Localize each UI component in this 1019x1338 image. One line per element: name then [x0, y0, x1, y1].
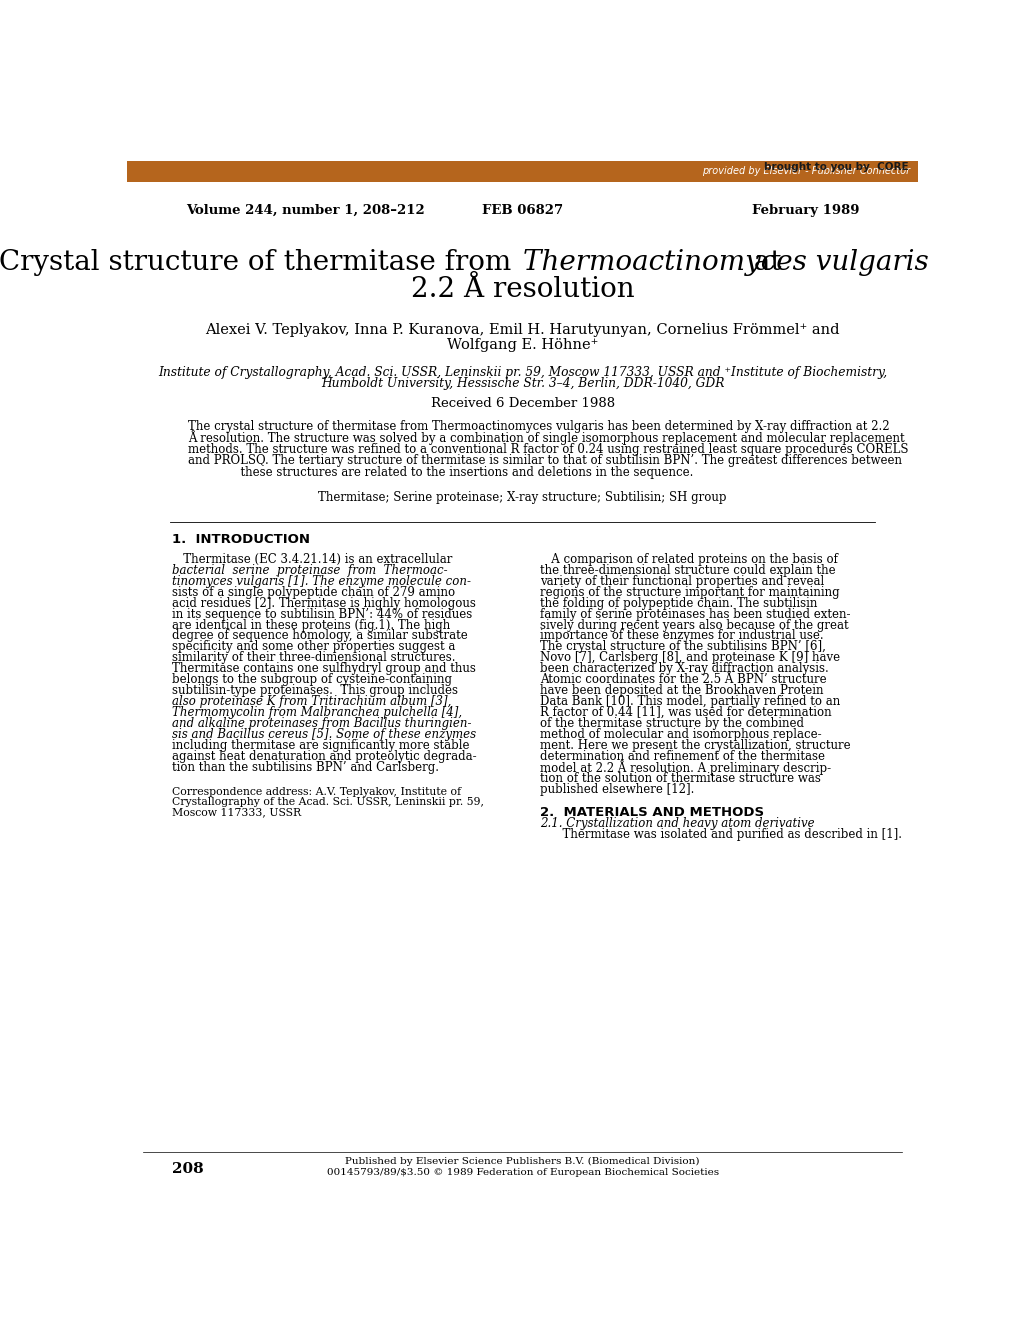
Text: determination and refinement of the thermitase: determination and refinement of the ther… [539, 749, 824, 763]
Text: sively during recent years also because of the great: sively during recent years also because … [539, 618, 848, 632]
Text: belongs to the subgroup of cysteine-containing: belongs to the subgroup of cysteine-cont… [171, 673, 451, 686]
Text: acid residues [2]. Thermitase is highly homologous: acid residues [2]. Thermitase is highly … [171, 597, 475, 610]
Text: Thermoactinomyces vulgaris: Thermoactinomyces vulgaris [522, 249, 927, 277]
Text: family of serine proteinases has been studied exten-: family of serine proteinases has been st… [539, 607, 850, 621]
Text: method of molecular and isomorphous replace-: method of molecular and isomorphous repl… [539, 728, 820, 741]
Text: also proteinase K from Tritirachium album [3],: also proteinase K from Tritirachium albu… [171, 694, 450, 708]
Text: methods. The structure was refined to a conventional R factor of 0.24 using rest: methods. The structure was refined to a … [187, 443, 908, 456]
Text: ment. Here we present the crystallization, structure: ment. Here we present the crystallizatio… [539, 739, 850, 752]
Text: FEB 06827: FEB 06827 [482, 205, 562, 217]
Text: 2.  MATERIALS AND METHODS: 2. MATERIALS AND METHODS [539, 805, 763, 819]
Text: Humboldt University, Hessische Str. 3–4, Berlin, DDR-1040, GDR: Humboldt University, Hessische Str. 3–4,… [321, 377, 723, 391]
Text: have been deposited at the Brookhaven Protein: have been deposited at the Brookhaven Pr… [539, 684, 822, 697]
Text: Data Bank [10]. This model, partially refined to an: Data Bank [10]. This model, partially re… [539, 694, 840, 708]
Text: the three-dimensional structure could explain the: the three-dimensional structure could ex… [539, 563, 835, 577]
Text: Received 6 December 1988: Received 6 December 1988 [430, 397, 614, 411]
Text: Correspondence address: A.V. Teplyakov, Institute of: Correspondence address: A.V. Teplyakov, … [171, 787, 461, 797]
Text: variety of their functional properties and reveal: variety of their functional properties a… [539, 575, 823, 587]
Text: subtilisin-type proteinases.  This group includes: subtilisin-type proteinases. This group … [171, 684, 458, 697]
Text: Thermomycolin from Malbranchea pulchella [4],: Thermomycolin from Malbranchea pulchella… [171, 706, 462, 719]
Text: sists of a single polypeptide chain of 279 amino: sists of a single polypeptide chain of 2… [171, 586, 454, 598]
Text: sis and Bacillus cereus [5]. Some of these enzymes: sis and Bacillus cereus [5]. Some of the… [171, 728, 475, 741]
Text: 208: 208 [171, 1163, 203, 1176]
Text: Thermitase contains one sulfhydryl group and thus: Thermitase contains one sulfhydryl group… [171, 662, 475, 676]
Text: R factor of 0.44 [11], was used for determination: R factor of 0.44 [11], was used for dete… [539, 706, 830, 719]
Text: Å resolution. The structure was solved by a combination of single isomorphous re: Å resolution. The structure was solved b… [187, 431, 904, 446]
Text: 00145793/89/$3.50 © 1989 Federation of European Biochemical Societies: 00145793/89/$3.50 © 1989 Federation of E… [326, 1168, 718, 1177]
Text: are identical in these proteins (fig.1). The high: are identical in these proteins (fig.1).… [171, 618, 449, 632]
Text: similarity of their three-dimensional structures.: similarity of their three-dimensional st… [171, 652, 454, 665]
Text: Volume 244, number 1, 208–212: Volume 244, number 1, 208–212 [185, 205, 424, 217]
Text: including thermitase are significantly more stable: including thermitase are significantly m… [171, 739, 469, 752]
Text: Alexei V. Teplyakov, Inna P. Kuranova, Emil H. Harutyunyan, Cornelius Frömmel⁺ a: Alexei V. Teplyakov, Inna P. Kuranova, E… [205, 322, 840, 337]
Text: importance of these enzymes for industrial use.: importance of these enzymes for industri… [539, 629, 822, 642]
Text: tion of the solution of thermitase structure was: tion of the solution of thermitase struc… [539, 772, 820, 784]
Bar [127, 161, 917, 182]
Text: against heat denaturation and proteolytic degrada-: against heat denaturation and proteolyti… [171, 749, 476, 763]
Text: Crystallography of the Acad. Sci. USSR, Leninskii pr. 59,: Crystallography of the Acad. Sci. USSR, … [171, 797, 483, 807]
Text: 2.2 Å resolution: 2.2 Å resolution [411, 277, 634, 304]
Text: these structures are related to the insertions and deletions in the sequence.: these structures are related to the inse… [187, 466, 693, 479]
Text: 2.1. Crystallization and heavy atom derivative: 2.1. Crystallization and heavy atom deri… [539, 818, 813, 831]
Text: the folding of polypeptide chain. The subtilisin: the folding of polypeptide chain. The su… [539, 597, 816, 610]
Text: model at 2.2 Å resolution. A preliminary descrip-: model at 2.2 Å resolution. A preliminary… [539, 760, 830, 775]
Text: tion than the subtilisins BPN’ and Carlsberg.: tion than the subtilisins BPN’ and Carls… [171, 761, 438, 773]
Text: bacterial  serine  proteinase  from  Thermoac-: bacterial serine proteinase from Thermoa… [171, 563, 447, 577]
Text: 1.  INTRODUCTION: 1. INTRODUCTION [171, 533, 310, 546]
Text: Thermitase (EC 3.4.21.14) is an extracellular: Thermitase (EC 3.4.21.14) is an extracel… [171, 553, 451, 566]
Text: and alkaline proteinases from Bacillus thuringien-: and alkaline proteinases from Bacillus t… [171, 717, 471, 731]
Text: specificity and some other properties suggest a: specificity and some other properties su… [171, 641, 454, 653]
Text: Wolfgang E. Höhne⁺: Wolfgang E. Höhne⁺ [446, 337, 598, 352]
Text: Institute of Crystallography, Acad. Sci. USSR, Leninskii pr. 59, Moscow 117333, : Institute of Crystallography, Acad. Sci.… [158, 365, 887, 379]
Text: been characterized by X-ray diffraction analysis.: been characterized by X-ray diffraction … [539, 662, 827, 676]
Text: Crystal structure of thermitase from: Crystal structure of thermitase from [0, 249, 520, 277]
Text: tinomyces vulgaris [1]. The enzyme molecule con-: tinomyces vulgaris [1]. The enzyme molec… [171, 575, 470, 587]
Text: degree of sequence homology, a similar substrate: degree of sequence homology, a similar s… [171, 629, 467, 642]
Text: brought to you by  CORE: brought to you by CORE [763, 162, 908, 173]
Text: and PROLSQ. The tertiary structure of thermitase is similar to that of subtilisi: and PROLSQ. The tertiary structure of th… [187, 455, 901, 467]
Text: Thermitase; Serine proteinase; X-ray structure; Subtilisin; SH group: Thermitase; Serine proteinase; X-ray str… [318, 491, 727, 504]
Text: Thermitase was isolated and purified as described in [1].: Thermitase was isolated and purified as … [539, 828, 901, 842]
Text: Moscow 117333, USSR: Moscow 117333, USSR [171, 807, 301, 818]
Text: The crystal structure of thermitase from Thermoactinomyces vulgaris has been det: The crystal structure of thermitase from… [187, 420, 889, 432]
Text: provided by Elsevier - Publisher Connector: provided by Elsevier - Publisher Connect… [701, 166, 909, 177]
Text: of the thermitase structure by the combined: of the thermitase structure by the combi… [539, 717, 803, 731]
Text: Atomic coordinates for the 2.5 Å BPN’ structure: Atomic coordinates for the 2.5 Å BPN’ st… [539, 673, 825, 686]
Text: regions of the structure important for maintaining: regions of the structure important for m… [539, 586, 839, 598]
Text: The crystal structure of the subtilisins BPN’ [6],: The crystal structure of the subtilisins… [539, 641, 824, 653]
Text: A comparison of related proteins on the basis of: A comparison of related proteins on the … [539, 553, 837, 566]
Text: Novo [7], Carlsberg [8], and proteinase K [9] have: Novo [7], Carlsberg [8], and proteinase … [539, 652, 839, 665]
Text: published elsewhere [12].: published elsewhere [12]. [539, 783, 694, 796]
Text: at: at [745, 249, 781, 277]
Text: View metadata, citation and similar papers at core.ac.uk: View metadata, citation and similar pape… [137, 162, 453, 173]
Text: in its sequence to subtilisin BPN’: 44% of residues: in its sequence to subtilisin BPN’: 44% … [171, 607, 472, 621]
Text: Published by Elsevier Science Publishers B.V. (Biomedical Division): Published by Elsevier Science Publishers… [345, 1157, 699, 1167]
Text: February 1989: February 1989 [752, 205, 859, 217]
